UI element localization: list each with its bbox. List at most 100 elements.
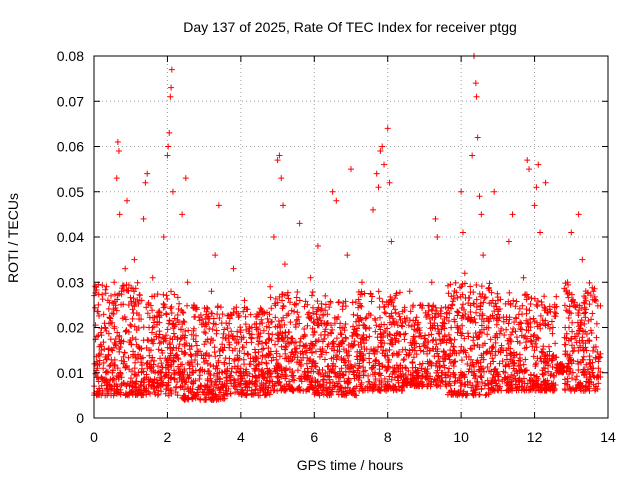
data-point: [202, 396, 209, 403]
data-point: [92, 336, 99, 343]
data-point: [163, 292, 170, 299]
data-point: [391, 368, 398, 375]
data-point: [200, 320, 207, 327]
data-point: [149, 274, 156, 281]
data-point: [167, 305, 174, 312]
data-point: [169, 188, 176, 195]
data-point: [177, 326, 184, 333]
data-point: [296, 220, 303, 227]
data-point: [417, 347, 424, 354]
data-point: [569, 319, 576, 326]
data-point: [139, 354, 146, 361]
data-point: [307, 315, 314, 322]
data-point: [587, 327, 594, 334]
data-point: [426, 347, 433, 354]
data-point: [111, 323, 118, 330]
data-point: [533, 319, 540, 326]
data-point: [129, 306, 136, 313]
data-point: [410, 375, 417, 382]
data-point: [262, 339, 269, 346]
data-point: [513, 315, 520, 322]
data-point: [149, 354, 156, 361]
data-point: [460, 390, 467, 397]
x-axis: 0 2 4 6 8 10 12 14: [90, 56, 616, 445]
data-point: [478, 322, 485, 329]
data-point: [529, 386, 536, 393]
data-point: [278, 317, 285, 324]
data-point: [216, 387, 223, 394]
x-tick-label: 2: [164, 429, 172, 445]
data-point: [550, 352, 557, 359]
data-point: [144, 170, 151, 177]
data-point: [157, 374, 164, 381]
data-point: [367, 290, 374, 297]
data-point: [131, 371, 138, 378]
data-point: [274, 299, 281, 306]
data-point: [589, 310, 596, 317]
data-point: [568, 310, 575, 317]
data-point: [401, 356, 408, 363]
data-point: [138, 368, 145, 375]
data-point: [589, 347, 596, 354]
data-point: [384, 325, 391, 332]
data-point: [149, 338, 156, 345]
data-point: [515, 363, 522, 370]
data-point: [438, 374, 445, 381]
data-point: [371, 315, 378, 322]
data-point: [95, 378, 102, 385]
data-point: [278, 343, 285, 350]
data-point: [388, 341, 395, 348]
data-point: [470, 391, 477, 398]
data-point: [151, 383, 158, 390]
data-point: [464, 360, 471, 367]
data-point: [474, 341, 481, 348]
data-point: [175, 306, 182, 313]
data-point: [208, 288, 215, 295]
data-point: [164, 344, 171, 351]
data-point: [183, 379, 190, 386]
data-point: [430, 379, 437, 386]
data-point: [154, 379, 161, 386]
data-point: [449, 298, 456, 305]
data-point: [236, 355, 243, 362]
data-point: [545, 343, 552, 350]
data-point: [130, 295, 137, 302]
data-point: [140, 215, 147, 222]
data-point: [379, 298, 386, 305]
data-point: [201, 368, 208, 375]
data-point: [442, 379, 449, 386]
data-point: [256, 333, 263, 340]
data-point: [459, 301, 466, 308]
data-point: [333, 380, 340, 387]
data-point: [516, 351, 523, 358]
data-point: [329, 188, 336, 195]
data-point: [446, 378, 453, 385]
data-point: [510, 360, 517, 367]
data-point: [480, 356, 487, 363]
data-point: [489, 297, 496, 304]
data-point: [368, 366, 375, 373]
data-point: [373, 322, 380, 329]
data-point: [567, 387, 574, 394]
data-point: [168, 303, 175, 310]
data-point: [565, 371, 572, 378]
data-point: [561, 302, 568, 309]
data-point: [210, 372, 217, 379]
data-point: [415, 325, 422, 332]
data-point: [307, 274, 314, 281]
data-point: [234, 333, 241, 340]
data-point: [175, 356, 182, 363]
data-point: [375, 184, 382, 191]
data-point: [579, 256, 586, 263]
data-point: [445, 290, 452, 297]
data-point: [212, 353, 219, 360]
data-point: [155, 369, 162, 376]
data-point: [411, 344, 418, 351]
data-point: [341, 378, 348, 385]
data-point: [256, 338, 263, 345]
data-point: [98, 347, 105, 354]
data-point: [242, 378, 249, 385]
data-point: [232, 379, 239, 386]
x-tick-label: 0: [90, 429, 98, 445]
data-point: [327, 298, 334, 305]
